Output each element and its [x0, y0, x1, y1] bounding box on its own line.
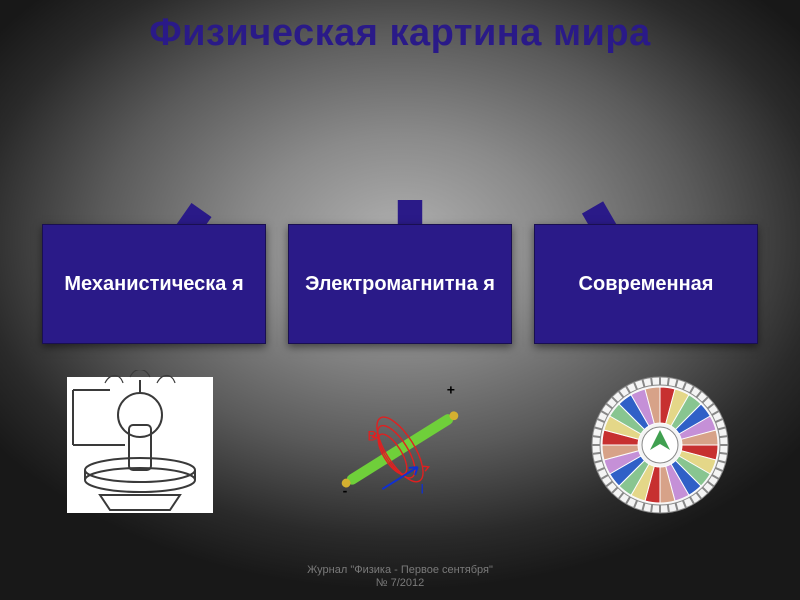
arrows-container — [0, 100, 800, 220]
image-electromagnetic: + - B I — [325, 370, 475, 520]
i-label: I — [420, 481, 424, 497]
image-modern — [585, 370, 735, 520]
minus-label: - — [343, 482, 348, 498]
box-mechanistic: Механистическа я — [42, 224, 266, 344]
footer-citation: Журнал "Физика - Первое сентября" № 7/20… — [0, 564, 800, 590]
box-label: Механистическа я — [64, 272, 243, 296]
box-electromagnetic: Электромагнитна я — [288, 224, 512, 344]
plus-label: + — [447, 382, 455, 398]
image-mechanical — [65, 370, 215, 520]
box-label: Современная — [579, 272, 714, 296]
images-row: + - B I — [0, 370, 800, 540]
box-modern: Современная — [534, 224, 758, 344]
b-label: B — [367, 428, 376, 444]
slide-title: Физическая картина мира — [0, 12, 800, 55]
box-label: Электромагнитна я — [305, 272, 495, 296]
slide: Физическая картина мира Механистическа я… — [0, 0, 800, 600]
boxes-row: Механистическа я Электромагнитна я Совре… — [0, 224, 800, 344]
